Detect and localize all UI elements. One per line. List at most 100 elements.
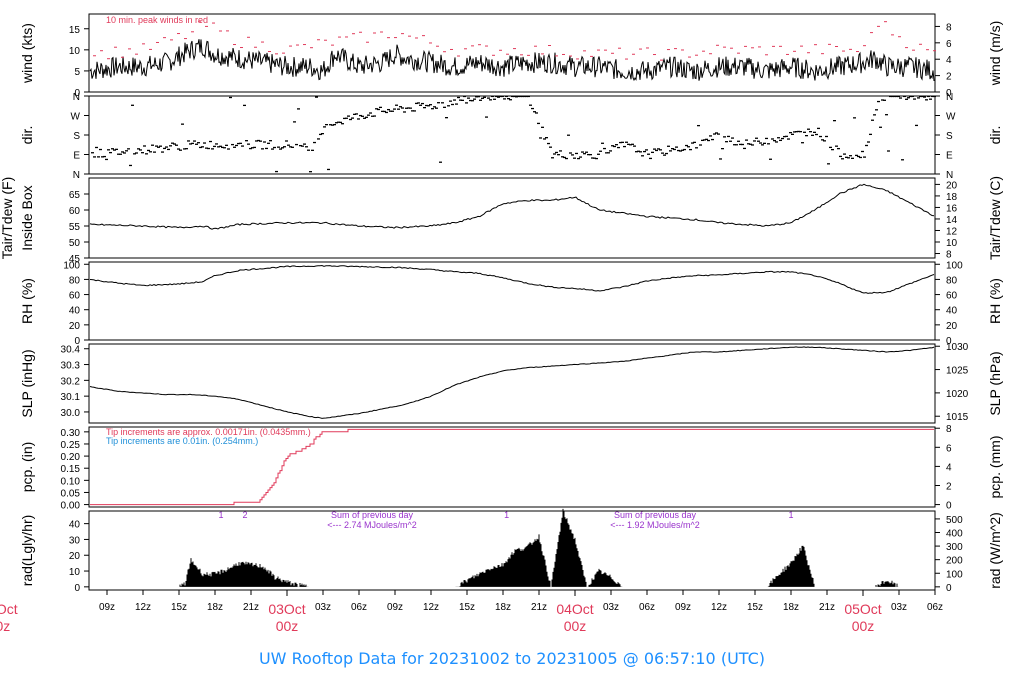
right-tick-label-rad: 0 [946, 583, 952, 594]
time-tick-label: 06z [639, 602, 655, 613]
day-date-label: 03Oct [268, 601, 305, 617]
ylabel2-temp: Inside Box [19, 185, 35, 250]
left-tick-label-wind: 10 [69, 46, 81, 57]
panel-frame-temp [88, 177, 936, 259]
left-tick-label-dir: N [73, 92, 80, 103]
left-tick-label-temp: 65 [69, 190, 81, 201]
right-tick-label-dir: N [946, 92, 953, 103]
right-tick-label-temp: 20 [946, 180, 958, 191]
left-tick-label-temp: 50 [69, 238, 81, 249]
right-tick-label-slp: 1015 [946, 412, 969, 423]
ylabel-right-rad: rad (W/m^2) [987, 512, 1003, 589]
right-tick-label-rh: 60 [946, 291, 958, 302]
ylabel-right-slp: SLP (hPa) [987, 351, 1003, 415]
wind-speed-line [89, 39, 935, 82]
right-tick-label-pcp: 8 [946, 424, 952, 435]
ylabel-wind: wind (kts) [19, 23, 35, 84]
time-tick-label: 21z [819, 602, 835, 613]
left-tick-label-wind: 5 [74, 67, 80, 78]
pcp-annotation-1: Tip increments are approx. 0.00171in. (0… [106, 427, 311, 437]
left-tick-label-pcp: 0.15 [61, 464, 81, 475]
ylabel-right-wind: wind (m/s) [987, 21, 1003, 87]
left-tick-label-rh: 100 [63, 260, 80, 271]
right-tick-label-wind: 4 [946, 55, 952, 66]
time-tick-label: 21z [243, 602, 259, 613]
left-tick-label-dir: N [73, 170, 80, 181]
left-tick-label-slp: 30.3 [61, 361, 81, 372]
left-tick-label-temp: 60 [69, 206, 81, 217]
right-tick-label-rad: 400 [946, 528, 963, 539]
rad-day-marker: 1 [788, 510, 793, 520]
left-tick-label-rad: 30 [69, 535, 81, 546]
day-date-label: 05Oct [844, 601, 881, 617]
right-tick-label-wind: 2 [946, 72, 952, 83]
right-tick-label-rh: 0 [946, 336, 952, 347]
left-tick-label-rad: 0 [74, 583, 80, 594]
time-tick-label: 09z [675, 602, 691, 613]
left-tick-label-slp: 30.0 [61, 408, 81, 419]
rad-day-marker: 1 [504, 510, 509, 520]
right-tick-label-rad: 100 [946, 569, 963, 580]
left-tick-label-rh: 0 [74, 336, 80, 347]
panel-frame-rh [88, 261, 936, 341]
wind-annotation: 10 min. peak winds in red [106, 15, 208, 25]
time-tick-label: 18z [783, 602, 799, 613]
left-tick-label-rad: 20 [69, 551, 81, 562]
right-tick-label-slp: 1030 [946, 342, 969, 353]
right-tick-label-slp: 1025 [946, 366, 969, 377]
left-tick-label-temp: 45 [69, 254, 81, 265]
right-tick-label-pcp: 6 [946, 443, 952, 454]
time-tick-label: 18z [207, 602, 223, 613]
left-tick-label-pcp: 0.05 [61, 488, 81, 499]
day-hour-label: 00z [276, 618, 299, 634]
left-tick-label-pcp: 0.30 [61, 428, 81, 439]
ylabel-right-temp: Tair/Tdew (C) [987, 176, 1003, 260]
time-tick-label: 15z [747, 602, 763, 613]
right-tick-label-temp: 10 [946, 238, 958, 249]
right-tick-label-temp: 12 [946, 226, 958, 237]
right-tick-label-pcp: 4 [946, 462, 952, 473]
ylabel-slp: SLP (inHg) [19, 349, 35, 417]
right-tick-label-wind: 0 [946, 88, 952, 99]
right-tick-label-rh: 40 [946, 306, 958, 317]
ylabel-right-dir: dir. [987, 126, 1003, 145]
ylabel-right-rh: RH (%) [987, 278, 1003, 324]
time-tick-label: 18z [495, 602, 511, 613]
left-tick-label-rad: 10 [69, 567, 81, 578]
right-tick-label-rad: 200 [946, 556, 963, 567]
left-tick-label-slp: 30.4 [61, 345, 81, 356]
left-tick-label-rh: 20 [69, 321, 81, 332]
right-tick-label-dir: E [946, 151, 953, 162]
time-tick-label: 03z [891, 602, 907, 613]
time-tick-label: 21z [531, 602, 547, 613]
right-tick-label-pcp: 0 [946, 501, 952, 512]
left-tick-label-rh: 40 [69, 306, 81, 317]
rad-sum1-title: Sum of previous day [331, 510, 414, 520]
time-tick-label: 12z [423, 602, 439, 613]
right-tick-label-rh: 100 [946, 260, 963, 271]
rad-sum2-value: <--- 1.92 MJoules/m^2 [610, 520, 700, 530]
panel-frame-rad [88, 510, 936, 591]
right-tick-label-slp: 1020 [946, 389, 969, 400]
right-tick-label-rad: 500 [946, 515, 963, 526]
ylabel-dir: dir. [19, 126, 35, 145]
left-tick-label-wind: 15 [69, 25, 81, 36]
right-tick-label-dir: N [946, 170, 953, 181]
time-tick-label: 06z [351, 602, 367, 613]
time-tick-label: 03z [315, 602, 331, 613]
right-tick-label-rad: 300 [946, 542, 963, 553]
time-tick-label: 06z [927, 602, 943, 613]
right-tick-label-wind: 6 [946, 39, 952, 50]
day-hour-label: 00z [852, 618, 875, 634]
left-tick-label-dir: S [73, 131, 80, 142]
day-hour-label: 00z [564, 618, 587, 634]
left-tick-label-pcp: 0.10 [61, 476, 81, 487]
left-tick-label-wind: 0 [74, 88, 80, 99]
ylabel-rad: rad(Lgly/hr) [19, 515, 35, 587]
right-tick-label-temp: 14 [946, 215, 958, 226]
rh-line [89, 264, 935, 294]
precip-line [90, 428, 934, 506]
time-tick-label: 12z [711, 602, 727, 613]
right-tick-label-wind: 8 [946, 22, 952, 33]
